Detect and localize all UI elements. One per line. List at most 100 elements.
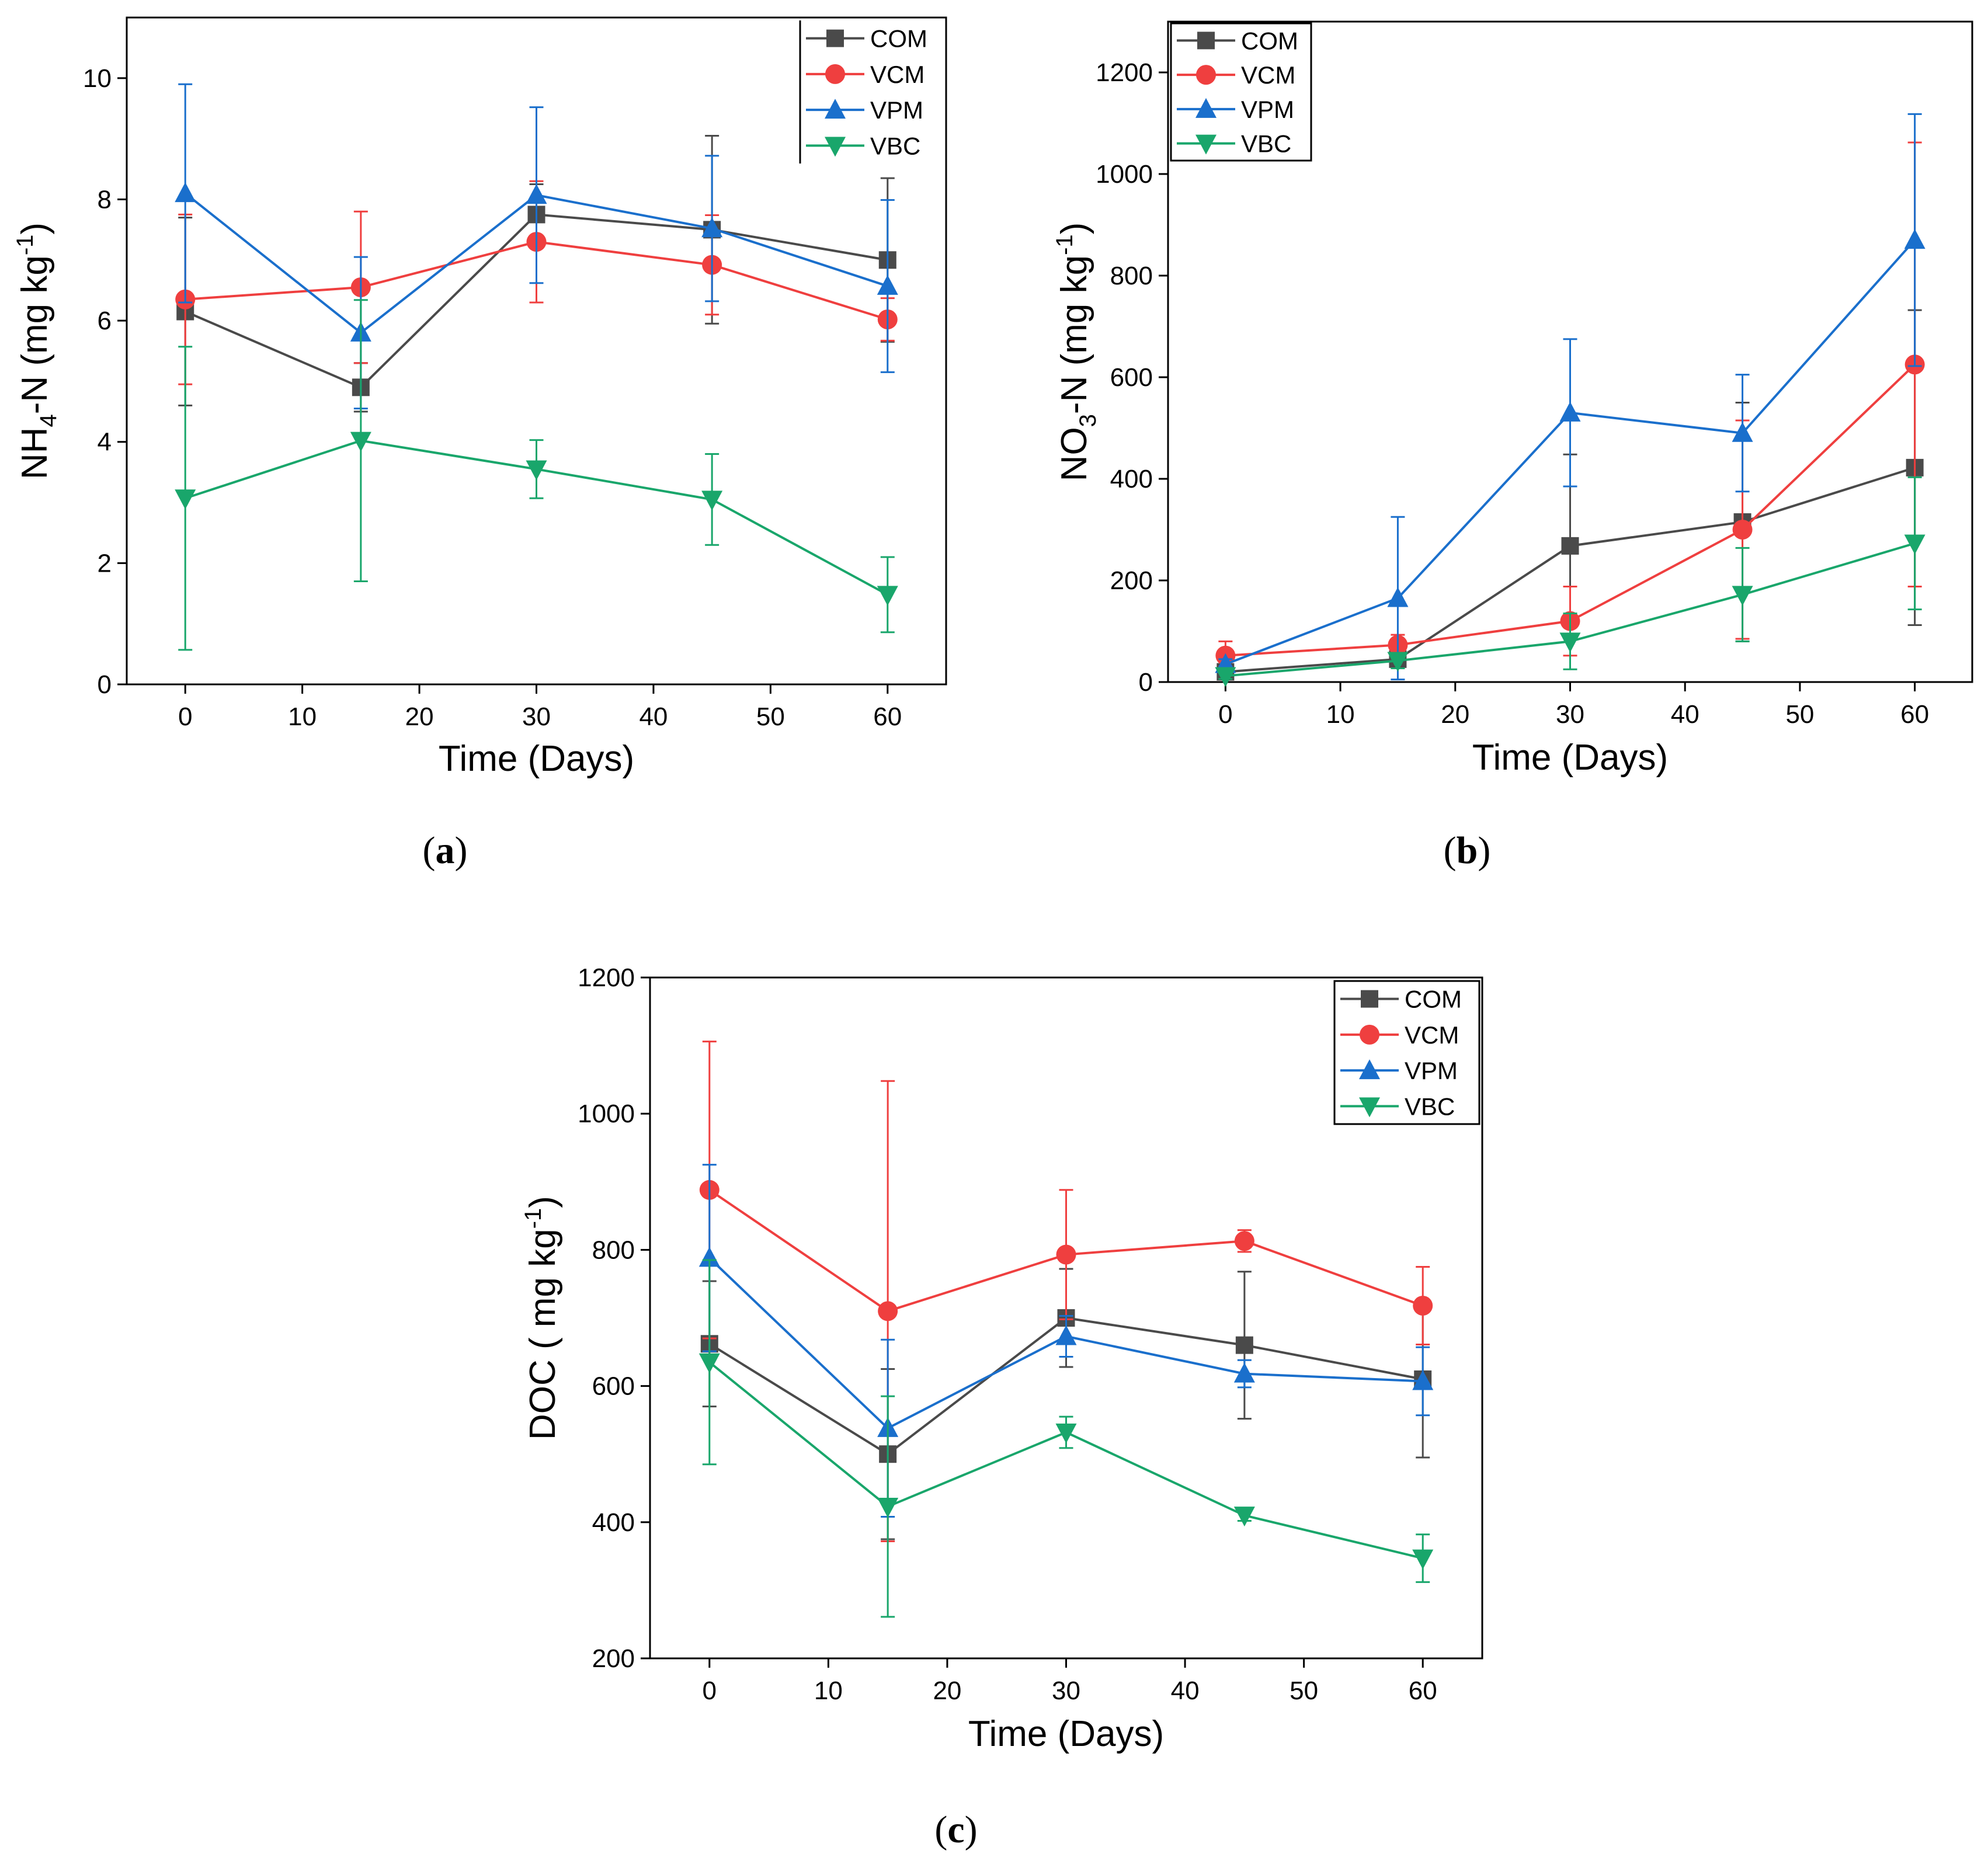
y-tick-label: 200: [1110, 566, 1153, 595]
x-tick-label: 0: [1218, 700, 1232, 729]
data-point: [701, 217, 723, 238]
x-tick-label: 30: [522, 702, 551, 731]
legend-swatch-marker: [825, 64, 845, 84]
legend-swatch-marker: [825, 99, 846, 119]
data-point: [1559, 632, 1581, 653]
legend-swatch-marker: [1359, 1059, 1380, 1080]
data-point: [1387, 652, 1409, 672]
legend-label-vbc: VBC: [870, 132, 920, 159]
series-vpm: [1215, 113, 1926, 681]
legend-label-vcm: VCM: [1405, 1021, 1459, 1049]
data-point: [1234, 1231, 1254, 1251]
y-tick-label: 4: [98, 428, 112, 457]
panel-label: (c): [934, 1808, 977, 1851]
data-point: [1055, 1325, 1077, 1345]
y-tick-label: 1000: [1096, 160, 1153, 189]
x-axis-title: Time (Days): [1472, 738, 1668, 778]
y-tick-label: 1200: [1096, 58, 1153, 87]
data-point: [526, 460, 547, 481]
legend-label-com: COM: [1405, 986, 1462, 1013]
x-tick-label: 30: [1556, 700, 1584, 729]
legend-label-vbc: VBC: [1405, 1093, 1455, 1120]
x-tick-label: 60: [1900, 700, 1929, 729]
data-point: [350, 432, 371, 452]
x-tick-label: 60: [1409, 1676, 1437, 1705]
series-line: [708, 1361, 1423, 1560]
data-point: [698, 1353, 720, 1373]
data-point: [877, 1497, 899, 1518]
data-point: [1732, 586, 1753, 606]
data-point: [698, 1247, 720, 1267]
legend-swatch-marker: [1196, 65, 1216, 85]
data-point: [877, 586, 898, 606]
legend-label-vpm: VPM: [1241, 96, 1294, 123]
x-tick-label: 0: [703, 1676, 717, 1705]
data-point: [1559, 401, 1581, 422]
panel-a: 0 10 20 30 40 50 60 0 2 4 6 8 10 Time (Days) NH4-N (mg…: [12, 16, 947, 872]
series-vbc: [698, 1259, 1434, 1618]
x-axis-title: Time (Days): [439, 739, 634, 779]
data-point: [1233, 1362, 1255, 1383]
legend-label-vcm: VCM: [1241, 61, 1295, 89]
legend-box: [1170, 22, 1312, 162]
y-tick-label: 2: [98, 549, 112, 578]
legend-label-com: COM: [870, 25, 927, 53]
legend-label-vcm: VCM: [870, 61, 925, 88]
data-point: [1413, 1296, 1433, 1316]
x-tick-label: 10: [814, 1676, 843, 1705]
data-point: [701, 491, 723, 511]
y-tick-label: 600: [1110, 363, 1153, 392]
legend-swatch-marker: [825, 137, 846, 157]
data-point: [1904, 229, 1926, 249]
y-tick-label: 8: [98, 185, 112, 214]
x-tick-label: 20: [933, 1676, 961, 1705]
legend-label-vbc: VBC: [1241, 130, 1291, 158]
panel-label: (a): [423, 829, 468, 872]
data-point: [1561, 537, 1579, 555]
y-tick-label: 600: [592, 1372, 635, 1401]
data-point: [1233, 1507, 1255, 1527]
x-tick-label: 40: [639, 702, 668, 731]
series-vpm: [175, 83, 898, 410]
legend-swatch-marker: [826, 29, 844, 47]
series-vbc: [175, 299, 898, 651]
y-tick-label: 0: [1139, 668, 1153, 697]
data-point: [1235, 1336, 1253, 1354]
x-tick-label: 20: [405, 702, 434, 731]
x-tick-label: 10: [1326, 700, 1355, 729]
data-point: [1732, 520, 1753, 540]
legend-swatch-marker: [1360, 1024, 1379, 1045]
x-axis-title: Time (Days): [968, 1714, 1164, 1754]
data-point: [877, 274, 898, 295]
data-point: [1412, 1370, 1434, 1390]
y-tick-label: 800: [1110, 262, 1153, 290]
x-tick-label: 10: [288, 702, 317, 731]
y-tick-label: 0: [98, 670, 112, 699]
y-tick-label: 1200: [578, 963, 635, 992]
data-point: [1412, 1549, 1434, 1570]
y-tick-label: 10: [83, 64, 112, 93]
y-tick-label: 200: [592, 1644, 635, 1673]
x-tick-label: 0: [178, 702, 192, 731]
panel-label: (b): [1444, 829, 1491, 872]
x-tick-label: 30: [1052, 1676, 1080, 1705]
series-vcm: [699, 1041, 1433, 1542]
data-point: [1055, 1423, 1077, 1443]
legend: COM VCM VPM VBC: [799, 20, 927, 164]
y-tick-label: 800: [592, 1236, 635, 1264]
data-point: [878, 1301, 898, 1321]
data-point: [1387, 587, 1409, 607]
legend-label-vpm: VPM: [1405, 1057, 1458, 1084]
data-point: [1732, 422, 1753, 442]
x-tick-label: 50: [756, 702, 785, 731]
legend: COM VCM VPM VBC: [1170, 22, 1312, 162]
y-tick-label: 6: [98, 307, 112, 335]
data-point: [175, 489, 196, 510]
data-point: [1215, 667, 1236, 687]
y-tick-label: 400: [592, 1508, 635, 1537]
x-tick-label: 40: [1171, 1676, 1200, 1705]
legend-swatch-marker: [1195, 134, 1217, 155]
panel-c: 0 10 20 30 40 50 60 200 400 600 800 1000 1200 Time (D…: [520, 963, 1483, 1851]
y-axis-title: DOC ( mg kg-1): [520, 1196, 563, 1440]
